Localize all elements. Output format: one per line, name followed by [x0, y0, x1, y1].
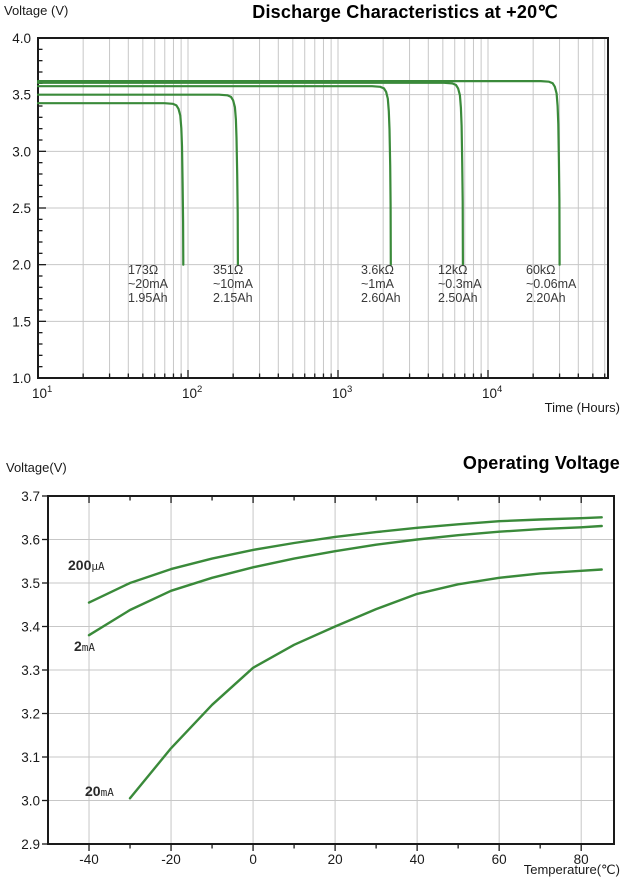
curve-annotation-3k6ohm: 3.6kΩ ~1mA 2.60Ah	[361, 263, 401, 305]
x-tick-label: -20	[161, 852, 181, 867]
x-tick-label: 101	[32, 384, 52, 401]
y-tick-label: 3.2	[21, 707, 40, 722]
operating-curve	[128, 568, 603, 800]
operating-curve	[87, 516, 603, 604]
curve-annotation-351ohm: 351Ω ~10mA 2.15Ah	[213, 263, 253, 305]
x-tick-label: -40	[79, 852, 99, 867]
y-tick-label: 3.3	[21, 663, 40, 678]
y-tick-label: 3.1	[21, 750, 40, 765]
annotation-load: 351Ω	[213, 263, 244, 277]
y-tick-label: 3.5	[12, 88, 31, 103]
operating-plot-svg: 3.7 3.6 3.5 3.4 3.3 3.2 3.1 3.0 2.9 -40 -20 0 20 40 60…	[21, 489, 615, 867]
y-tick-label: 3.4	[21, 620, 40, 635]
x-tick-label: 20	[328, 852, 343, 867]
discharge-x-axis-title: Time (Hours)	[544, 400, 620, 415]
series-label-200ua: 200μA	[68, 557, 105, 573]
curve-annotation-173ohm: 173Ω ~20mA 1.95Ah	[128, 263, 168, 305]
x-tick-label: 103	[332, 384, 352, 401]
annotation-capacity: 2.60Ah	[361, 291, 401, 305]
discharge-curve	[36, 81, 464, 266]
discharge-curve	[36, 93, 239, 266]
series-label-unit: mA	[100, 786, 114, 799]
annotation-load: 173Ω	[128, 263, 159, 277]
y-tick-label: 2.5	[12, 201, 31, 216]
series-label-unit: μA	[91, 560, 105, 573]
curve-annotation-12kohm: 12kΩ ~0.3mA 2.50Ah	[438, 263, 481, 305]
operating-x-axis-title: Temperature(℃)	[523, 862, 620, 877]
discharge-title: Discharge Characteristics at +20℃	[252, 2, 558, 22]
operating-curve	[87, 524, 603, 637]
y-tick-label: 3.7	[21, 489, 40, 504]
series-label-value: 200	[68, 557, 92, 573]
annotation-current: ~20mA	[128, 277, 168, 291]
discharge-curve	[36, 85, 392, 266]
series-label-unit: mA	[81, 641, 96, 654]
x-tick-label: 102	[182, 384, 202, 401]
series-label-2ma: 2mA	[74, 638, 95, 654]
operating-voltage-chart: 3.7 3.6 3.5 3.4 3.3 3.2 3.1 3.0 2.9 -40 -20 0 20 40 60…	[0, 447, 626, 892]
series-label-20ma: 20mA	[85, 783, 114, 799]
x-tick-label: 80	[574, 852, 589, 867]
x-tick-label: 0	[249, 852, 257, 867]
annotation-current: ~1mA	[361, 277, 395, 291]
y-tick-label: 2.0	[12, 258, 31, 273]
series-label-value: 2	[74, 638, 82, 654]
x-tick-label: 104	[482, 384, 502, 401]
y-tick-label: 3.0	[12, 144, 31, 159]
operating-y-axis-title: Voltage(V)	[6, 460, 67, 475]
y-tick-label: 1.0	[12, 371, 31, 386]
x-tick-label: 60	[492, 852, 507, 867]
annotation-load: 12kΩ	[438, 263, 468, 277]
annotation-capacity: 2.50Ah	[438, 291, 478, 305]
annotation-capacity: 2.20Ah	[526, 291, 566, 305]
annotation-load: 60kΩ	[526, 263, 556, 277]
x-tick-label: 40	[410, 852, 425, 867]
annotation-capacity: 1.95Ah	[128, 291, 168, 305]
series-label-value: 20	[85, 783, 101, 799]
annotation-capacity: 2.15Ah	[213, 291, 253, 305]
y-tick-label: 4.0	[12, 31, 31, 46]
y-tick-label: 3.6	[21, 533, 40, 548]
annotation-current: ~0.06mA	[526, 277, 577, 291]
annotation-current: ~0.3mA	[438, 277, 482, 291]
y-tick-label: 1.5	[12, 314, 31, 329]
discharge-curve	[36, 102, 185, 266]
discharge-curve	[36, 80, 561, 266]
annotation-load: 3.6kΩ	[361, 263, 394, 277]
discharge-y-axis-title: Voltage (V)	[4, 3, 69, 18]
curve-annotation-60kohm: 60kΩ ~0.06mA 2.20Ah	[526, 263, 576, 305]
y-tick-label: 2.9	[21, 837, 40, 852]
operating-title: Operating Voltage	[462, 453, 620, 473]
y-tick-label: 3.0	[21, 794, 40, 809]
y-tick-label: 3.5	[21, 576, 40, 591]
annotation-current: ~10mA	[213, 277, 253, 291]
discharge-chart: 4.0 3.5 3.0 2.5 2.0 1.5 1.0 101 102 103 104 Voltag…	[4, 2, 620, 415]
